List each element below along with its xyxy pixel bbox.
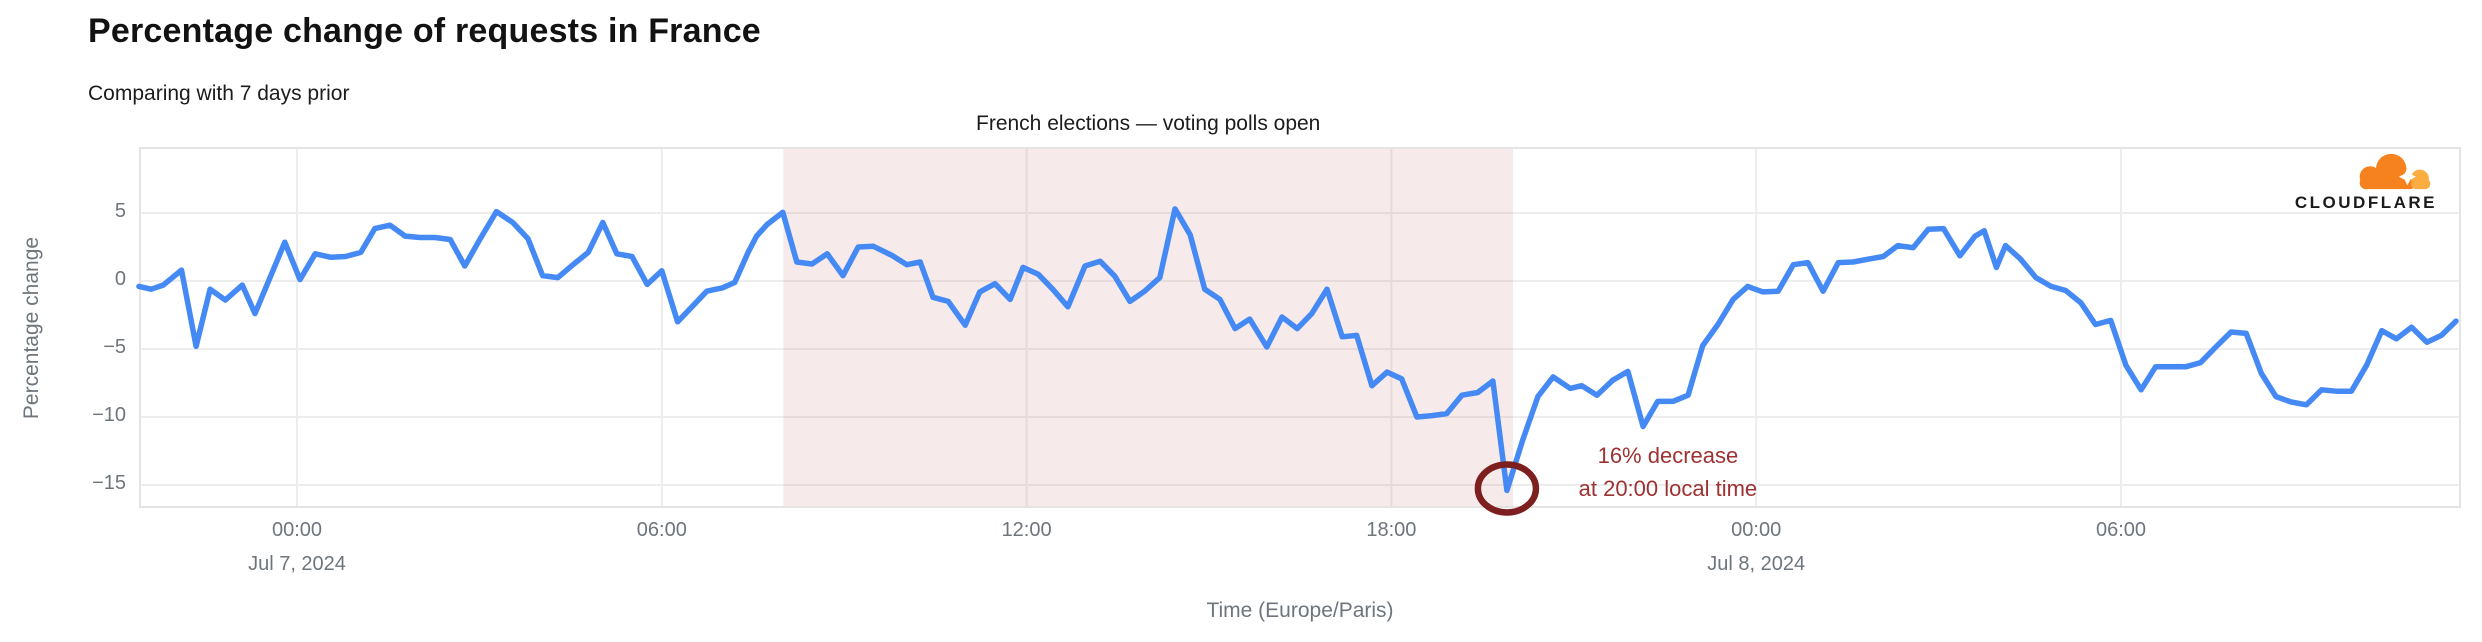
x-tick-label: 00:00 (1731, 519, 1782, 541)
chart-title: Percentage change of requests in France (88, 12, 761, 50)
highlight-band (783, 148, 1513, 507)
series-line (136, 206, 2459, 494)
cloudflare-wordmark: CLOUDFLARE (2294, 193, 2437, 212)
y-tick-label: −10 (92, 404, 126, 426)
cloudflare-cloud-icon (2359, 153, 2431, 190)
y-tick-label: −15 (92, 472, 126, 494)
y-tick-label: −5 (103, 336, 126, 358)
y-tick-label: 0 (114, 268, 126, 290)
callout-line1: 16% decrease (1597, 443, 1739, 469)
x-tick-date-label: Jul 7, 2024 (248, 553, 346, 575)
x-axis-title: Time (Europe/Paris) (1206, 599, 1394, 622)
plot-border (139, 147, 2461, 508)
dip-circle-icon (1474, 461, 1540, 516)
chart-subtitle: Comparing with 7 days prior (88, 82, 350, 105)
callout-line2: at 20:00 local time (1578, 476, 1758, 502)
highlight-band-label: French elections — voting polls open (976, 112, 1321, 135)
x-tick-label: 06:00 (636, 519, 687, 541)
y-axis-title: Percentage change (20, 236, 43, 420)
y-tick-label: 5 (114, 200, 126, 222)
x-tick-label: 12:00 (1001, 519, 1052, 541)
x-tick-label: 06:00 (2095, 519, 2147, 541)
x-tick-label: 18:00 (1366, 519, 1417, 541)
x-tick-date-label: Jul 8, 2024 (1707, 553, 1806, 575)
dip-callout: 16% decrease at 20:00 local time (1543, 439, 1793, 505)
x-tick-label: 00:00 (271, 519, 323, 541)
cloudflare-logo: CLOUDFLARE (2295, 151, 2437, 213)
